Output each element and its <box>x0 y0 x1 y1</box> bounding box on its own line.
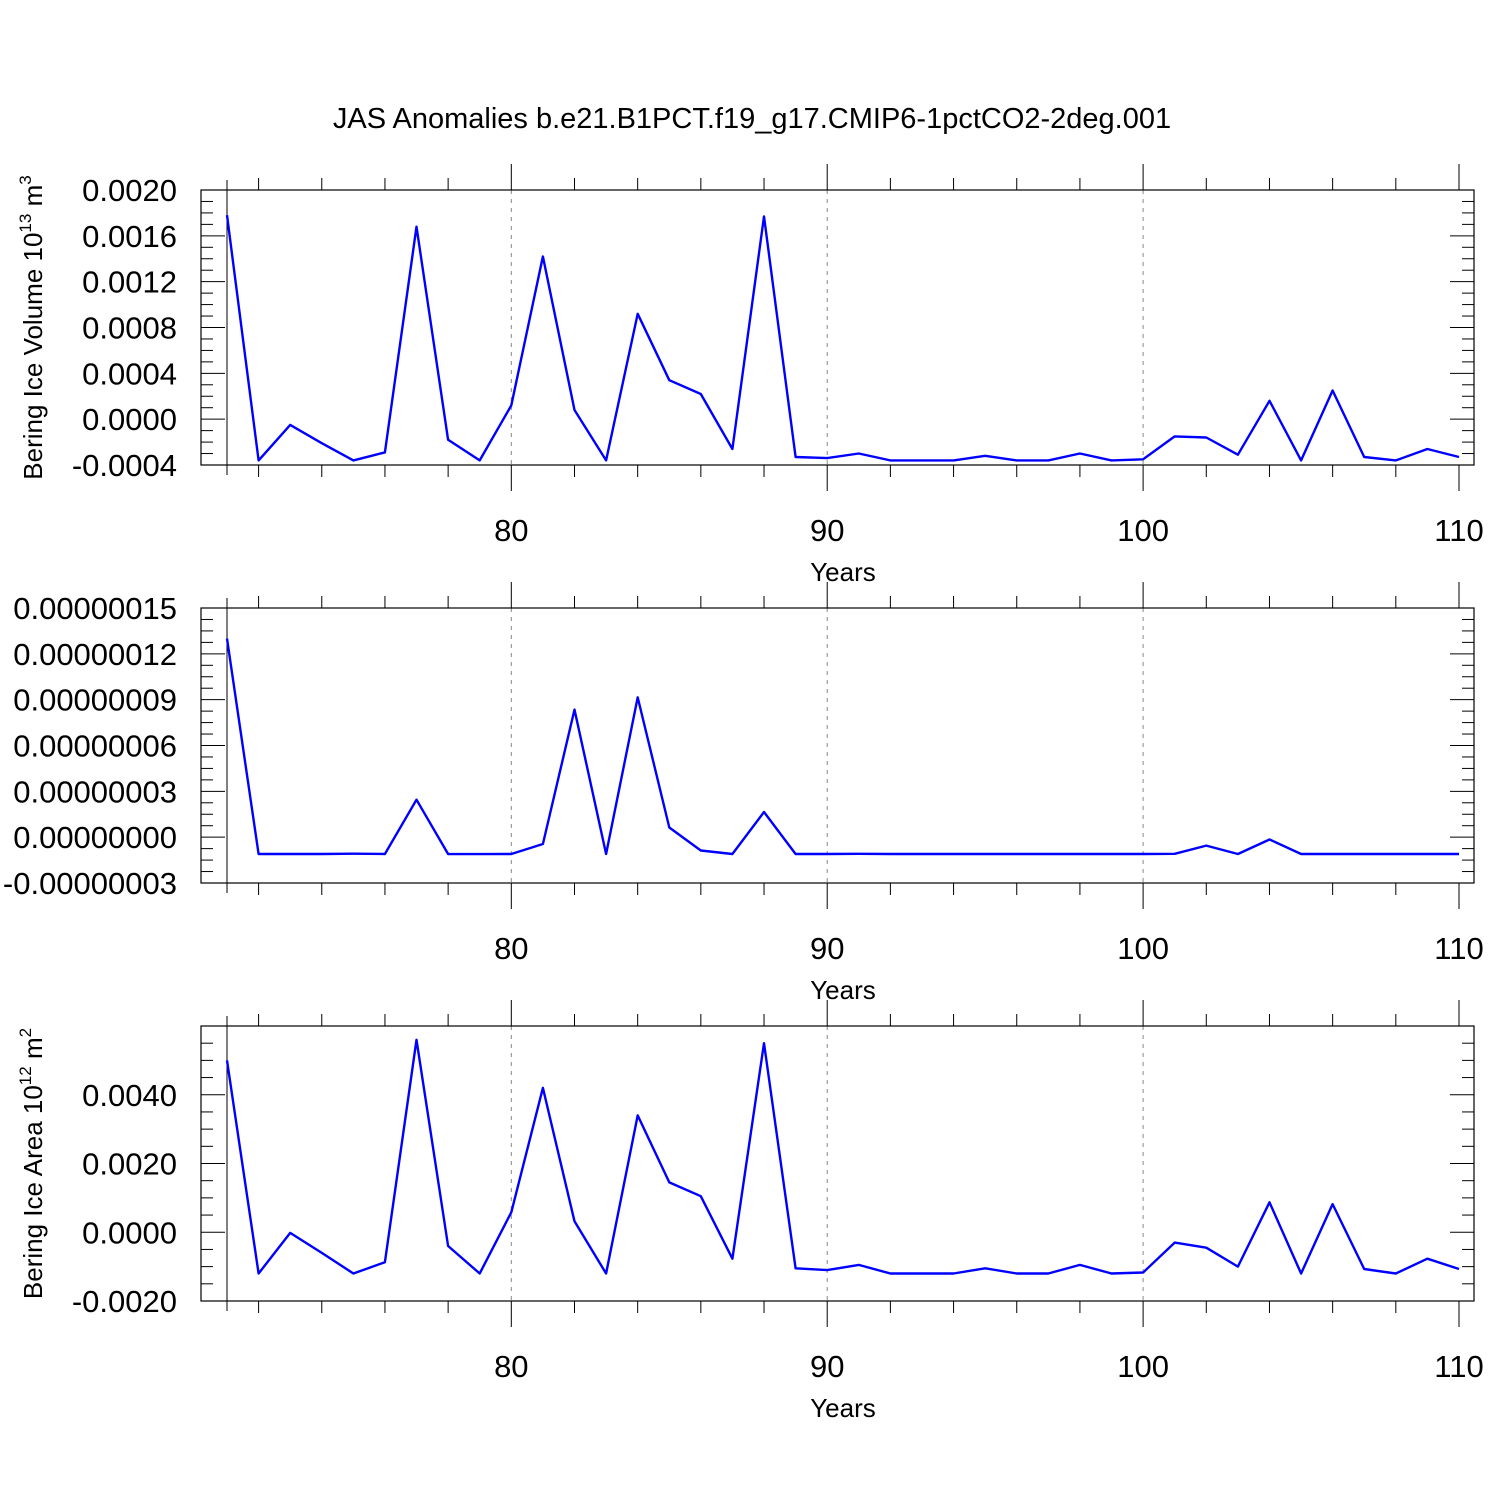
x-tick-label: 80 <box>494 513 528 548</box>
panel-3: 80 90 100 110 Years -0.0020 0.0000 0.0020 0.0040… <box>16 1000 1484 1423</box>
y-tick-label: 0.00000006 <box>13 729 177 764</box>
series-line-1 <box>225 215 1460 462</box>
y-axis-label-unit: m <box>18 185 48 214</box>
x-tick-label: 90 <box>810 931 844 966</box>
x-tick-label: 110 <box>1434 931 1483 966</box>
y-tick-label: -0.00000003 <box>3 866 177 901</box>
figure-title: JAS Anomalies b.e21.B1PCT.f19_g17.CMIP6-… <box>333 103 1171 135</box>
y-tick-label: 0.0000 <box>82 402 177 437</box>
series-line-1 <box>225 1038 1460 1275</box>
y-axis-label: Bering Ice Area 1012 m2 <box>16 1028 48 1299</box>
y-tick-label: 0.00000000 <box>13 820 177 855</box>
y-tick-label: 0.0016 <box>82 219 177 254</box>
x-tick-label: 100 <box>1117 513 1169 548</box>
y-axis-label-exponent: 13 <box>16 214 35 233</box>
y-axis-label: Bering Ice Volume 1013 m3 <box>16 175 48 479</box>
y-tick-label: 0.0000 <box>82 1215 177 1250</box>
chart-panels: 80 90 100 110 Years -0.0004 0.0000 0.0004 0.0008… <box>3 164 1484 1423</box>
x-tick-label: 100 <box>1117 1349 1169 1384</box>
y-tick-label: -0.0004 <box>72 448 177 483</box>
y-axis-label-exponent: 12 <box>16 1066 35 1085</box>
y-tick-label: 0.00000003 <box>13 774 177 809</box>
y-axis-label-text: Bering Ice Volume 10 <box>18 233 48 480</box>
x-tick-label: 110 <box>1434 513 1483 548</box>
y-tick-label: -0.0020 <box>72 1284 177 1319</box>
y-axis-label-text: Bering Ice Area 10 <box>18 1085 48 1299</box>
y-tick-label: 0.0012 <box>82 265 177 300</box>
y-axis-label-unit-exponent: 2 <box>16 1028 35 1037</box>
x-tick-label: 90 <box>810 1349 844 1384</box>
y-tick-label: 0.0020 <box>82 173 177 208</box>
x-tick-label: 110 <box>1434 1349 1483 1384</box>
x-axis-label: Years <box>810 1393 876 1423</box>
plot-frame <box>200 189 1475 466</box>
y-tick-label: 0.00000015 <box>13 591 177 626</box>
y-tick-label: 0.0040 <box>82 1078 177 1113</box>
x-tick-label: 90 <box>810 513 844 548</box>
y-tick-label: 0.0004 <box>82 356 177 391</box>
x-axis-label: Years <box>810 975 876 1005</box>
y-tick-label: 0.00000012 <box>13 637 177 672</box>
x-axis-label: Years <box>810 557 876 587</box>
panel-2: 80 90 100 110 Years -0.00000003 0.00000000 0.00… <box>3 582 1484 1005</box>
y-axis-label-unit: m <box>18 1037 48 1066</box>
panel-1: 80 90 100 110 Years -0.0004 0.0000 0.0004 0.0008… <box>16 164 1484 587</box>
x-tick-label: 100 <box>1117 931 1169 966</box>
plot-frame <box>200 1025 1475 1302</box>
series-line-1 <box>225 638 1459 856</box>
x-tick-label: 80 <box>494 1349 528 1384</box>
y-tick-label: 0.0020 <box>82 1147 177 1182</box>
y-tick-label: 0.0008 <box>82 311 177 346</box>
x-tick-label: 80 <box>494 931 528 966</box>
y-tick-label: 0.00000009 <box>13 683 177 718</box>
y-axis-label-unit-exponent: 3 <box>16 175 35 184</box>
